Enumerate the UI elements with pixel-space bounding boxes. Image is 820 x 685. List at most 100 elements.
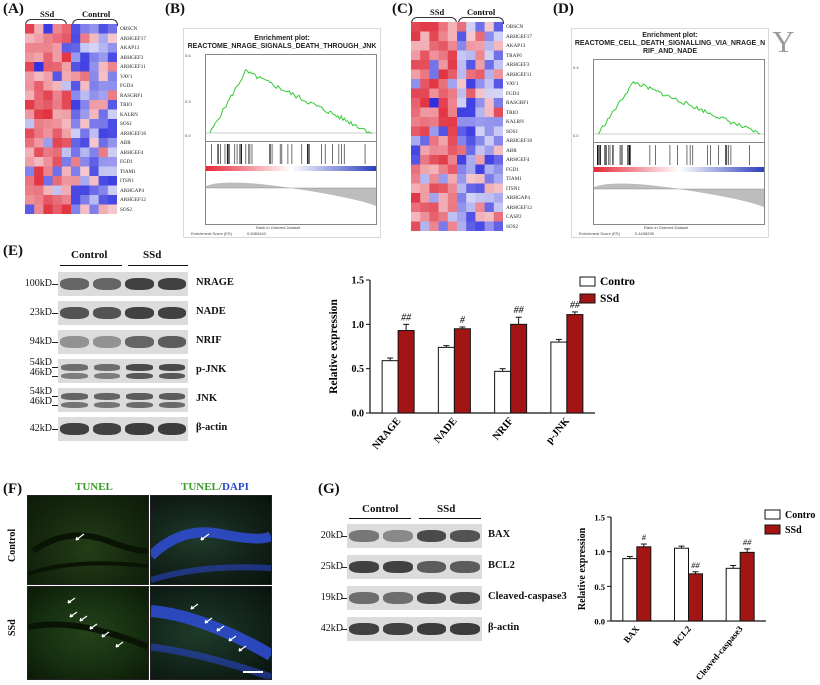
- heatmap-cell: [429, 136, 439, 146]
- heatmap-cell: [493, 22, 504, 32]
- gene-label: ARHGEF11: [506, 71, 532, 78]
- mw-tick: [52, 342, 58, 343]
- x-tick-label: NADE: [432, 416, 460, 446]
- heatmap-c-grid: [411, 22, 504, 232]
- blot-protein-label: NRIF: [196, 335, 222, 346]
- heatmap-cell: [71, 176, 81, 186]
- gene-label: ABR: [120, 140, 131, 146]
- heatmap-cell: [484, 22, 495, 32]
- heatmap-cell: [80, 157, 90, 167]
- arrow-marker: [190, 603, 199, 610]
- bar-control: [550, 341, 568, 414]
- heatmap-cell: [475, 79, 485, 89]
- heatmap-cell: [438, 164, 449, 175]
- protein-band: [93, 401, 120, 409]
- heatmap-cell: [429, 98, 439, 108]
- molecular-weight-label-2: 46kD: [29, 396, 52, 408]
- protein-band: [450, 592, 480, 604]
- heatmap-cell: [447, 193, 458, 203]
- gene-label: VAV1: [120, 73, 133, 80]
- heatmap-cell: [107, 109, 118, 120]
- heatmap-cell: [447, 69, 458, 80]
- protein-band: [416, 623, 447, 635]
- heatmap-cell: [71, 71, 81, 82]
- heatmap-cell: [107, 119, 118, 129]
- heatmap-cell: [34, 52, 44, 63]
- heatmap-cell: [34, 185, 44, 196]
- heatmap-cell: [43, 204, 53, 215]
- legend-label: SSd: [785, 525, 802, 536]
- gene-label: ARHGEF18: [506, 138, 532, 144]
- heatmap-cell: [484, 88, 495, 99]
- x-tick-label: p-JNK: [544, 415, 572, 446]
- protein-band: [450, 530, 480, 542]
- protein-band: [349, 592, 379, 604]
- blot-e-ssd-bar: [128, 265, 188, 266]
- heatmap-cell: [475, 88, 485, 99]
- heatmap-cell: [466, 212, 476, 222]
- bar-chart-g: 0.0 0.5 1.0 1.5 Relative expression # BAX ## BCL…: [577, 509, 815, 682]
- bar-ssd: [397, 330, 415, 414]
- heatmap-cell: [25, 176, 35, 186]
- heatmap-cell: [420, 98, 430, 108]
- heatmap-cell: [89, 52, 99, 63]
- y-tick-label: 1.5: [594, 513, 605, 523]
- protein-band: [92, 423, 121, 435]
- heatmap-cell: [420, 79, 430, 89]
- heatmap-cell: [493, 174, 504, 184]
- heatmap-cell: [457, 155, 467, 165]
- heatmap-cell: [457, 60, 467, 70]
- gsea-d-es-value: 0.4438295: [635, 231, 654, 236]
- heatmap-cell: [52, 33, 63, 44]
- bar-control: [494, 370, 512, 414]
- heatmap-cell: [475, 22, 485, 32]
- heatmap-cell: [43, 100, 53, 110]
- blot-protein-label: BCL2: [488, 560, 515, 571]
- heatmap-cell: [43, 52, 53, 63]
- heatmap-cell: [43, 119, 53, 129]
- heatmap-cell: [89, 71, 99, 82]
- heatmap-cell: [457, 212, 467, 222]
- arrow-marker: [200, 533, 210, 541]
- panel-label-d: (D): [553, 1, 574, 17]
- heatmap-cell: [447, 50, 458, 61]
- heatmap-cell: [420, 155, 430, 165]
- heatmap-cell: [466, 50, 476, 61]
- protein-band: [158, 393, 185, 400]
- gene-label: TRAF6: [506, 52, 522, 59]
- heatmap-cell: [25, 62, 35, 72]
- protein-band: [158, 364, 185, 371]
- heatmap-cell: [52, 166, 63, 177]
- heatmap-cell: [466, 183, 476, 194]
- heatmap-cell: [457, 107, 467, 118]
- protein-band: [349, 530, 379, 542]
- mw-tick: [341, 629, 347, 630]
- rank-color-bar: [594, 167, 764, 172]
- heatmap-cell: [80, 176, 90, 186]
- heatmap-a-control-brace: [72, 19, 118, 26]
- y-tick-label: 0.0: [594, 617, 605, 627]
- heatmap-cell: [493, 145, 504, 156]
- heatmap-cell: [447, 164, 458, 175]
- heatmap-cell: [411, 117, 421, 127]
- heatmap-cell: [80, 109, 90, 120]
- micrograph-ssd-tunel: [27, 586, 149, 680]
- heatmap-cell: [61, 128, 72, 139]
- heatmap-c-gene-list: OBSCN ARHGEF17 AKAP13 TRAF6 ARHGEF3 ARHGEF11 V…: [506, 23, 532, 232]
- heatmap-cell: [52, 119, 63, 129]
- heatmap-cell: [420, 136, 430, 146]
- micrograph-control-merge: [150, 495, 272, 585]
- heatmap-cell: [43, 147, 53, 158]
- micrograph-control-tunel: [27, 495, 149, 585]
- gsea-d-es-curve: [594, 80, 764, 135]
- heatmap-a-ssd-brace: [25, 19, 67, 26]
- heatmap-cell: [429, 193, 439, 203]
- mw-tick: [52, 313, 58, 314]
- heatmap-cell: [89, 138, 99, 148]
- heatmap-cell: [411, 174, 421, 184]
- heatmap-cell: [80, 204, 90, 215]
- heatmap-cell: [475, 60, 485, 70]
- ranking-metric-area: [206, 182, 376, 206]
- heatmap-cell: [429, 174, 439, 184]
- heatmap-cell: [447, 60, 458, 70]
